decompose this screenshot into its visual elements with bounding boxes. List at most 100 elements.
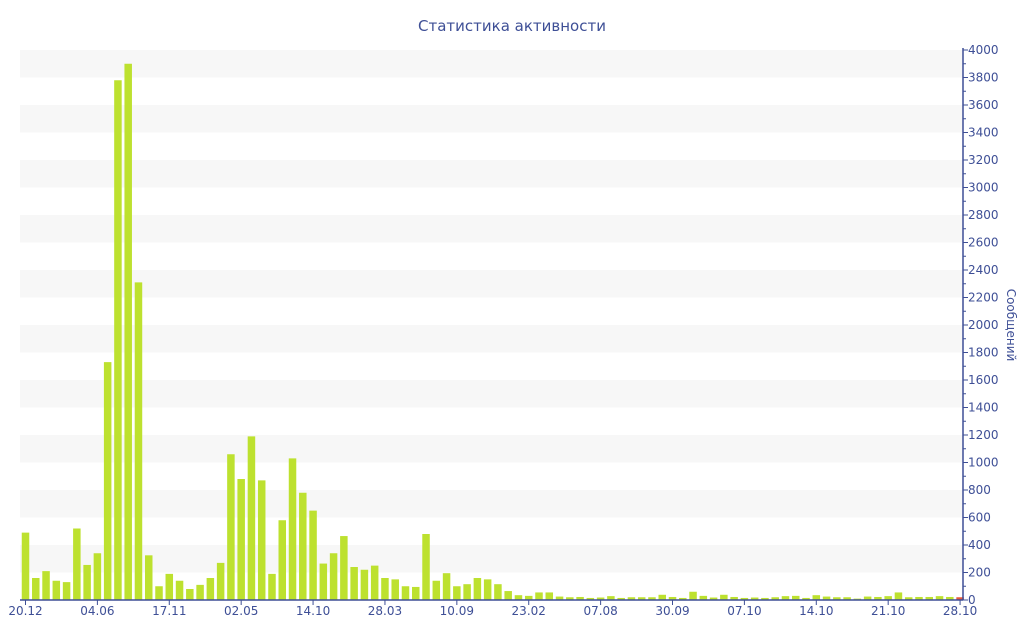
x-tick-label: 14.10 xyxy=(296,604,330,618)
bar xyxy=(299,492,307,600)
bar xyxy=(750,597,759,600)
bar xyxy=(689,591,697,600)
bar xyxy=(165,573,174,600)
bar xyxy=(637,597,646,600)
bar xyxy=(843,597,851,600)
bar xyxy=(52,580,61,600)
bar xyxy=(504,591,512,600)
y-tick-label: 1200 xyxy=(968,428,999,442)
bar xyxy=(535,592,543,600)
chart-title: Статистика активности xyxy=(418,17,606,35)
x-tick-label: 07.08 xyxy=(583,604,617,618)
bar xyxy=(401,586,410,600)
bar xyxy=(946,596,954,600)
bar xyxy=(915,596,923,600)
bar xyxy=(247,436,256,600)
bar xyxy=(720,594,728,600)
bar xyxy=(473,578,482,600)
bar xyxy=(802,597,810,600)
x-tick-label: 07.10 xyxy=(727,604,761,618)
bar xyxy=(781,596,790,600)
bar xyxy=(144,555,153,600)
bar xyxy=(62,582,71,600)
bar xyxy=(545,592,554,600)
x-tick-label: 28.03 xyxy=(368,604,402,618)
bar xyxy=(658,594,666,600)
grid-band xyxy=(20,325,963,353)
bar xyxy=(422,534,430,600)
bar xyxy=(617,597,625,600)
y-tick-label: 2200 xyxy=(968,291,999,305)
bar xyxy=(761,597,769,600)
bar xyxy=(257,480,266,600)
bar xyxy=(555,596,564,600)
bar xyxy=(206,578,215,600)
y-tick-label: 600 xyxy=(968,511,991,525)
bar xyxy=(442,573,451,600)
x-tick-label: 30.09 xyxy=(655,604,689,618)
grid-band xyxy=(20,105,963,133)
grid-band xyxy=(20,545,963,573)
bar xyxy=(668,596,677,600)
bar xyxy=(175,580,184,600)
y-ticks: 0 200 400 600 800 1000 1200 1400 1600 1800 2000 220… xyxy=(963,43,999,607)
bar xyxy=(822,596,831,600)
bar xyxy=(771,597,779,600)
grid-band xyxy=(20,160,963,188)
bar xyxy=(370,565,379,600)
bar xyxy=(114,80,122,600)
bar xyxy=(812,595,821,600)
bar xyxy=(494,584,502,600)
x-tick-label: 04.06 xyxy=(80,604,114,618)
bar xyxy=(863,596,872,600)
bar xyxy=(134,282,143,600)
y-tick-label: 3800 xyxy=(968,71,999,85)
bar xyxy=(833,597,841,600)
bar xyxy=(709,597,718,600)
bar-current xyxy=(956,597,964,600)
bar xyxy=(155,586,163,600)
x-tick-label: 14.10 xyxy=(799,604,833,618)
y-tick-label: 3000 xyxy=(968,181,999,195)
bar xyxy=(514,595,523,600)
x-tick-label: 28.10 xyxy=(943,604,977,618)
bar xyxy=(453,586,461,600)
bar xyxy=(792,595,800,600)
x-tick-label: 20.12 xyxy=(8,604,42,618)
y-tick-label: 2000 xyxy=(968,318,999,332)
y-tick-label: 1800 xyxy=(968,346,999,360)
x-tick-label: 17.11 xyxy=(152,604,186,618)
x-ticks: 20.12 04.06 17.11 02.05 14.10 28.03 10.09 23.02… xyxy=(8,600,977,618)
bar xyxy=(935,596,944,600)
bar xyxy=(740,597,749,600)
bar xyxy=(73,528,81,600)
bar xyxy=(309,510,317,600)
bar xyxy=(381,578,389,600)
bar xyxy=(463,584,471,600)
grid-band xyxy=(20,215,963,243)
bar xyxy=(237,479,245,600)
bar xyxy=(699,595,708,600)
bar xyxy=(329,553,338,600)
y-tick-label: 2400 xyxy=(968,263,999,277)
y-tick-label: 1000 xyxy=(968,456,999,470)
grid-bands xyxy=(20,50,963,573)
bar xyxy=(524,595,533,600)
bar xyxy=(83,564,91,600)
bar xyxy=(196,584,204,600)
bar xyxy=(679,597,687,600)
x-tick-label: 23.02 xyxy=(512,604,546,618)
x-tick-label: 21.10 xyxy=(871,604,905,618)
bar xyxy=(627,597,636,600)
y-tick-label: 2600 xyxy=(968,236,999,250)
y-tick-label: 3400 xyxy=(968,126,999,140)
bar xyxy=(268,573,276,600)
bar xyxy=(884,596,892,600)
bar xyxy=(904,597,913,600)
y-tick-label: 3200 xyxy=(968,153,999,167)
y-tick-label: 1600 xyxy=(968,373,999,387)
y-tick-label: 200 xyxy=(968,566,991,580)
bar xyxy=(596,597,605,600)
y-tick-label: 2800 xyxy=(968,208,999,222)
